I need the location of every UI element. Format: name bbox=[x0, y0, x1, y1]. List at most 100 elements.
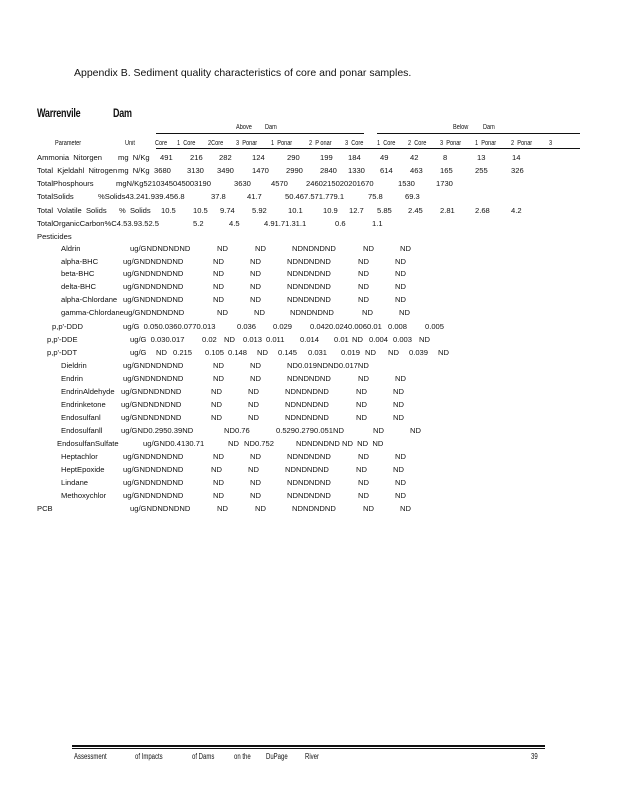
cell-value: 10.5 bbox=[193, 206, 208, 215]
cell-value: ug/GNDNDNDND bbox=[130, 244, 191, 253]
cell-value: ug/GNDNDNDND bbox=[123, 452, 184, 461]
cell-value: ND bbox=[419, 335, 430, 344]
cell-value: NDNDNDND bbox=[287, 491, 331, 500]
cell-value: ND bbox=[257, 348, 268, 357]
cell-value: 2.81 bbox=[440, 206, 455, 215]
cell-value: NDNDNDND bbox=[285, 387, 329, 396]
group-above-dam: Dam bbox=[265, 124, 277, 131]
cell-value: ND bbox=[395, 491, 406, 500]
cell-value: ND bbox=[358, 269, 369, 278]
row-label: Total Kjeldahl Nitrogen bbox=[37, 166, 118, 175]
row-label: Pesticides bbox=[37, 232, 72, 241]
cell-value: ND bbox=[358, 452, 369, 461]
row-label: Endrinketone bbox=[61, 400, 106, 409]
cell-value: ND bbox=[358, 295, 369, 304]
cell-value: ND bbox=[393, 400, 404, 409]
cell-value: 0.145 bbox=[278, 348, 298, 357]
cell-value: NDNDNDND bbox=[287, 295, 331, 304]
cell-value: NDNDNDND bbox=[287, 374, 331, 383]
cell-value: ug/GNDNDNDND bbox=[123, 361, 184, 370]
column-header: 3 Ponar bbox=[440, 140, 462, 147]
cell-value: ND bbox=[352, 335, 363, 344]
cell-value: ug/GNDNDNDND bbox=[123, 478, 184, 487]
cell-value: ND bbox=[363, 244, 374, 253]
header-rule bbox=[156, 148, 580, 149]
cell-value: ND bbox=[410, 426, 421, 435]
cell-value: 216 bbox=[190, 153, 203, 162]
cell-value: 463 bbox=[410, 166, 423, 175]
row-label: Methoxychlor bbox=[61, 491, 107, 500]
cell-value: 1730 bbox=[436, 179, 453, 188]
cell-value: 5.92 bbox=[252, 206, 267, 215]
cell-value: ug/GND0.2950.39ND bbox=[121, 426, 194, 435]
cell-value: NDNDNDND bbox=[287, 269, 331, 278]
cell-value: ND bbox=[213, 374, 224, 383]
cell-value: ug/GNDNDNDND bbox=[123, 295, 184, 304]
cell-value: 13 bbox=[477, 153, 486, 162]
column-header: 3 bbox=[549, 140, 553, 147]
cell-value: 0.01 bbox=[334, 335, 349, 344]
cell-value: ND bbox=[250, 478, 261, 487]
group-below-dam: Dam bbox=[483, 124, 495, 131]
cell-value: ND bbox=[388, 348, 399, 357]
cell-value: 255 bbox=[475, 166, 488, 175]
cell-value: ND bbox=[393, 387, 404, 396]
cell-value: ND bbox=[358, 374, 369, 383]
cell-value: ND bbox=[213, 282, 224, 291]
cell-value: ug/G 0.050.0360.0770.013 bbox=[123, 322, 216, 331]
cell-value: ND bbox=[211, 465, 222, 474]
cell-value: ND bbox=[358, 491, 369, 500]
cell-value: NDNDNDND bbox=[287, 478, 331, 487]
cell-value: ND bbox=[356, 465, 367, 474]
cell-value: ND bbox=[399, 308, 410, 317]
row-label: alpha-Chlordane bbox=[61, 295, 118, 304]
cell-value: ug/GNDNDNDND bbox=[123, 374, 184, 383]
row-label: HeptEpoxide bbox=[61, 465, 105, 474]
cell-value: 3680 bbox=[154, 166, 171, 175]
cell-value: 0.039 bbox=[409, 348, 429, 357]
cell-value: %Solids43.241.939.456.8 bbox=[98, 192, 185, 201]
cell-value: 10.1 bbox=[288, 206, 303, 215]
cell-value: ND bbox=[356, 413, 367, 422]
cell-value: ND bbox=[365, 348, 376, 357]
column-header: 1 Ponar bbox=[271, 140, 293, 147]
cell-value: 290 bbox=[287, 153, 300, 162]
cell-value: NDNDNDND bbox=[287, 282, 331, 291]
column-header: 2Core bbox=[208, 140, 224, 147]
cell-value: 199 bbox=[320, 153, 333, 162]
cell-value: 0.031 bbox=[308, 348, 328, 357]
row-label: Total Volatile Solids bbox=[37, 206, 107, 215]
cell-value: 4570 bbox=[271, 179, 288, 188]
cell-value: 165 bbox=[440, 166, 453, 175]
cell-value: ND bbox=[217, 308, 228, 317]
cell-value: 0.5290.2790.051ND bbox=[276, 426, 344, 435]
cell-value: 3490 bbox=[217, 166, 234, 175]
cell-value: NDNDNDND bbox=[287, 257, 331, 266]
row-label: PCB bbox=[37, 504, 53, 513]
cell-value: ND bbox=[395, 295, 406, 304]
cell-value: 184 bbox=[348, 153, 361, 162]
cell-value: NDNDNDND bbox=[287, 452, 331, 461]
cell-value: 614 bbox=[380, 166, 393, 175]
cell-value: ND bbox=[438, 348, 449, 357]
cell-value: ND bbox=[213, 361, 224, 370]
row-label: EndrinAldehyde bbox=[61, 387, 115, 396]
cell-value: 9.74 bbox=[220, 206, 235, 215]
cell-value: 69.3 bbox=[405, 192, 420, 201]
cell-value: ug/G 0.030.017 bbox=[130, 335, 185, 344]
above-dam-rule bbox=[156, 133, 364, 134]
footer-text: of Dams bbox=[192, 752, 215, 761]
row-label: Dieldrin bbox=[61, 361, 87, 370]
cell-value: ug/GNDNDNDND bbox=[130, 504, 191, 513]
cell-value: ND bbox=[255, 504, 266, 513]
cell-value: ug/GNDNDNDND bbox=[121, 413, 182, 422]
footer-text: on the bbox=[234, 752, 251, 761]
cell-value: ND bbox=[213, 491, 224, 500]
cell-value: ND bbox=[248, 465, 259, 474]
cell-value: NDNDNDND bbox=[292, 244, 336, 253]
row-label: alpha-BHC bbox=[61, 257, 99, 266]
cell-value: ND bbox=[358, 257, 369, 266]
cell-value: 282 bbox=[219, 153, 232, 162]
cell-value: 491 bbox=[160, 153, 173, 162]
cell-value: 3630 bbox=[234, 179, 251, 188]
